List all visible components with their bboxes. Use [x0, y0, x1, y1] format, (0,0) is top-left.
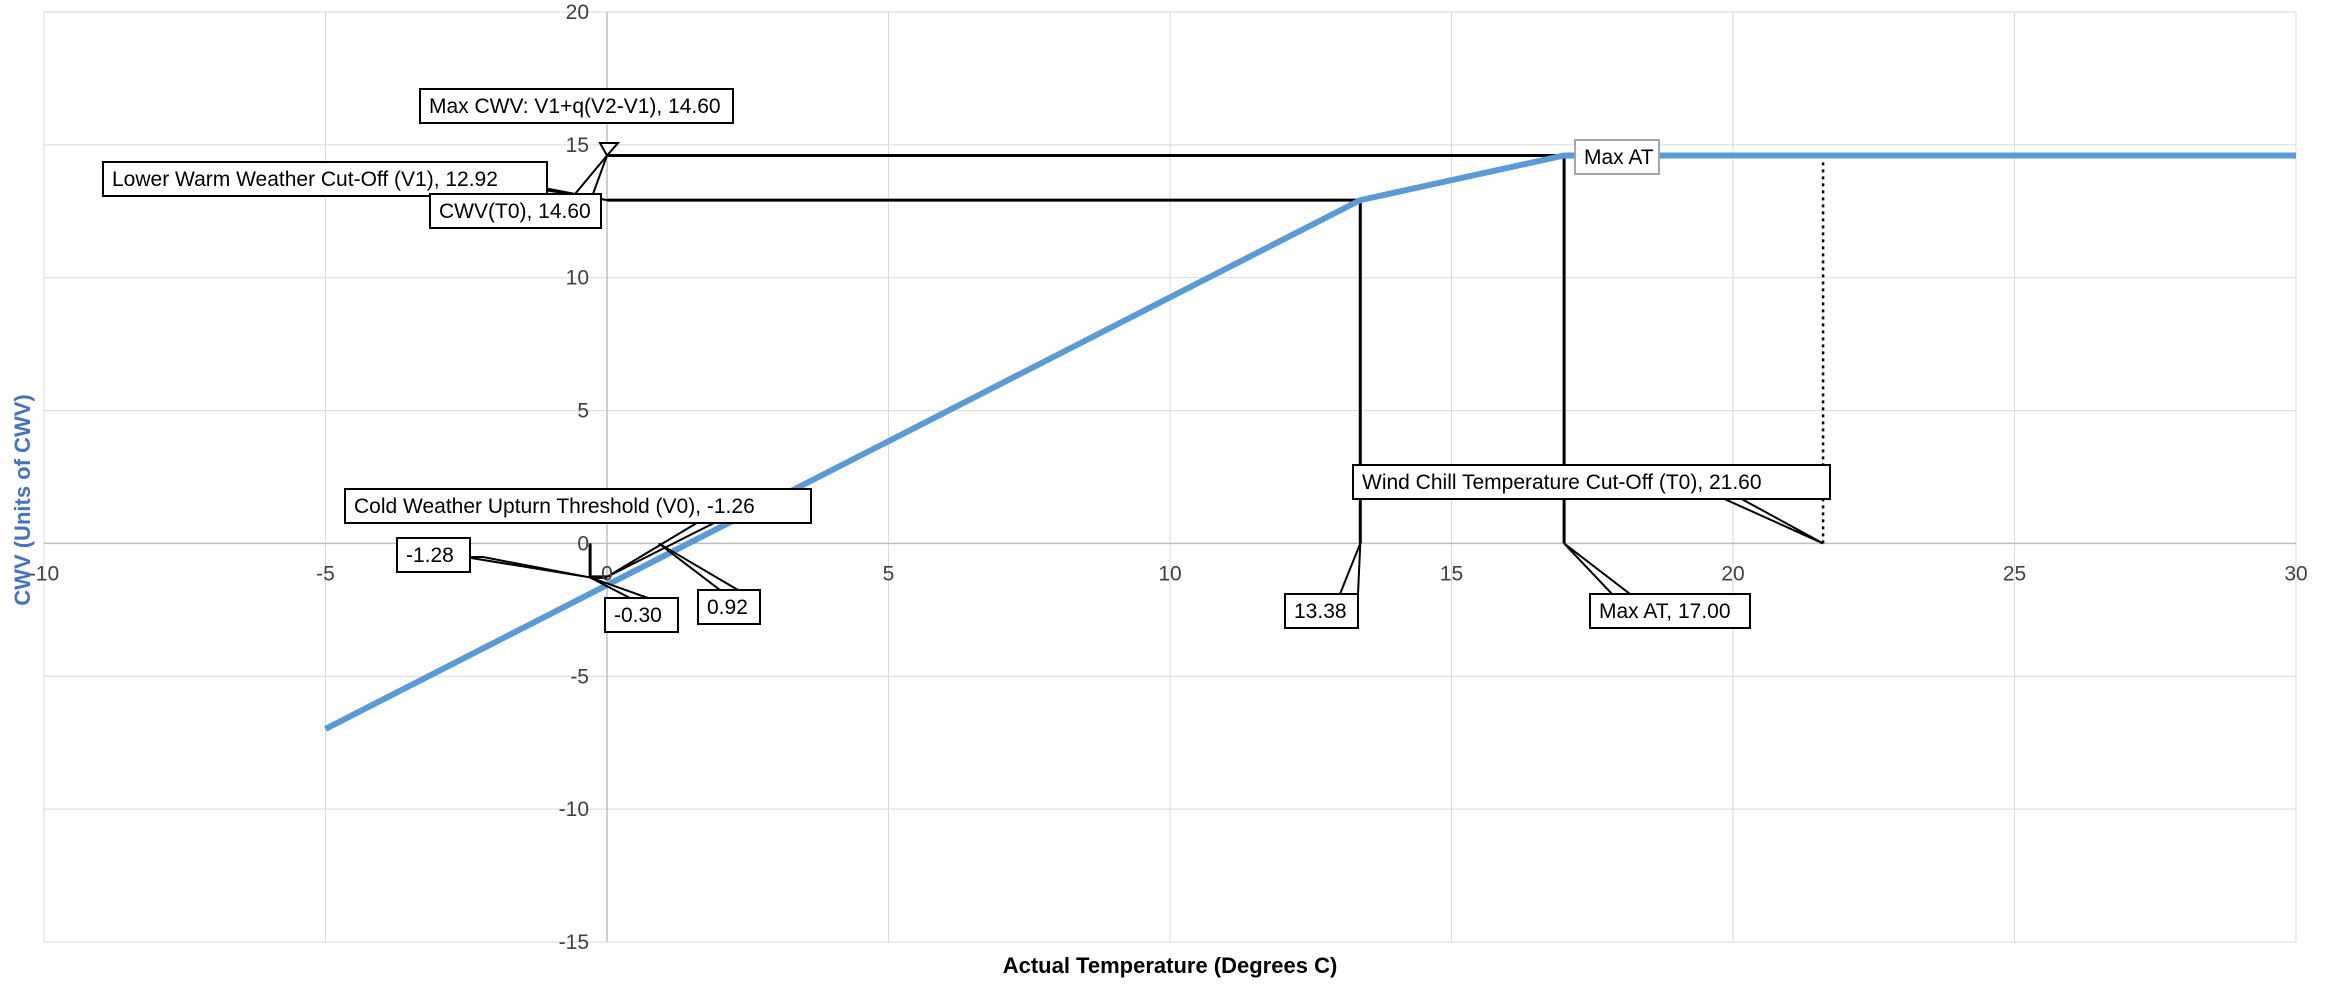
- annotation-label: -0.30: [614, 604, 662, 627]
- annotation-labels: Max CWV: V1+q(V2-V1), 14.60 Lower Warm We…: [102, 88, 1831, 633]
- x-tick-label: 5: [883, 562, 895, 585]
- annotation-box: [102, 161, 548, 197]
- x-tick-label: 20: [1721, 562, 1744, 585]
- y-tick-label: -10: [559, 798, 589, 821]
- annotation-box: [697, 589, 761, 625]
- y-tick-label: 5: [577, 400, 589, 423]
- y-tick-label: 10: [566, 267, 589, 290]
- cwv-series-line: [324, 152, 2296, 732]
- annotation-box: [1284, 593, 1359, 629]
- y-axis-title: CWV (Units of CWV): [10, 394, 35, 605]
- annotation-leader: [658, 542, 742, 591]
- annotation-box: [396, 537, 471, 573]
- gridlines: [43, 11, 2297, 943]
- annotation-label: Max CWV: V1+q(V2-V1), 14.60: [429, 95, 721, 118]
- x-axis-title: Actual Temperature (Degrees C): [1003, 953, 1338, 978]
- annotation-box: [604, 597, 679, 633]
- annotation-label: CWV(T0), 14.60: [439, 200, 591, 223]
- annotation-box: [1589, 593, 1751, 629]
- y-tick-label: -5: [570, 665, 589, 688]
- annotation-leader: [572, 154, 608, 195]
- x-tick-label: 25: [2003, 562, 2026, 585]
- y-tick-label: 15: [566, 134, 589, 157]
- annotation-leader: [464, 556, 591, 579]
- annotation-label: -1.28: [406, 544, 454, 567]
- x-tick-label: -10: [29, 562, 59, 585]
- y-tick-label: 0: [577, 532, 589, 555]
- x-tick-label: -5: [316, 562, 335, 585]
- annotation-label: Cold Weather Upturn Threshold (V0), -1.2…: [354, 495, 755, 518]
- annotation-label: Wind Chill Temperature Cut-Off (T0), 21.…: [1362, 471, 1762, 494]
- y-tick-label: 20: [566, 1, 589, 24]
- annotation-leader: [598, 142, 621, 158]
- annotation-box: [344, 488, 812, 524]
- annotation-leader: [1338, 543, 1362, 595]
- x-tick-label: 10: [1158, 562, 1181, 585]
- x-tick-label: 15: [1440, 562, 1463, 585]
- annotation-leader: [1719, 496, 1824, 545]
- x-tick-label: 0: [601, 562, 613, 585]
- tick-labels: -10 -5 0 5 10 15 20 25 30 -15 -10 -5 0 5 10 15 20: [29, 1, 2308, 954]
- annotation-box: [429, 193, 602, 229]
- annotation-label: Max AT, 17.00: [1599, 600, 1731, 623]
- y-tick-label: -15: [559, 931, 589, 954]
- annotation-label: 13.38: [1294, 600, 1347, 623]
- annotation-leaders: [464, 142, 1824, 599]
- annotation-label: Lower Warm Weather Cut-Off (V1), 12.92: [112, 168, 498, 191]
- annotation-label: Max AT: [1584, 146, 1654, 169]
- series-layer: [324, 152, 2296, 732]
- annotation-box: [1574, 139, 1660, 175]
- annotation-leader: [1563, 542, 1633, 595]
- annotation-box: [1352, 464, 1831, 500]
- annotation-label: 0.92: [707, 596, 748, 619]
- annotation-box: [419, 88, 734, 124]
- x-tick-label: 30: [2284, 562, 2307, 585]
